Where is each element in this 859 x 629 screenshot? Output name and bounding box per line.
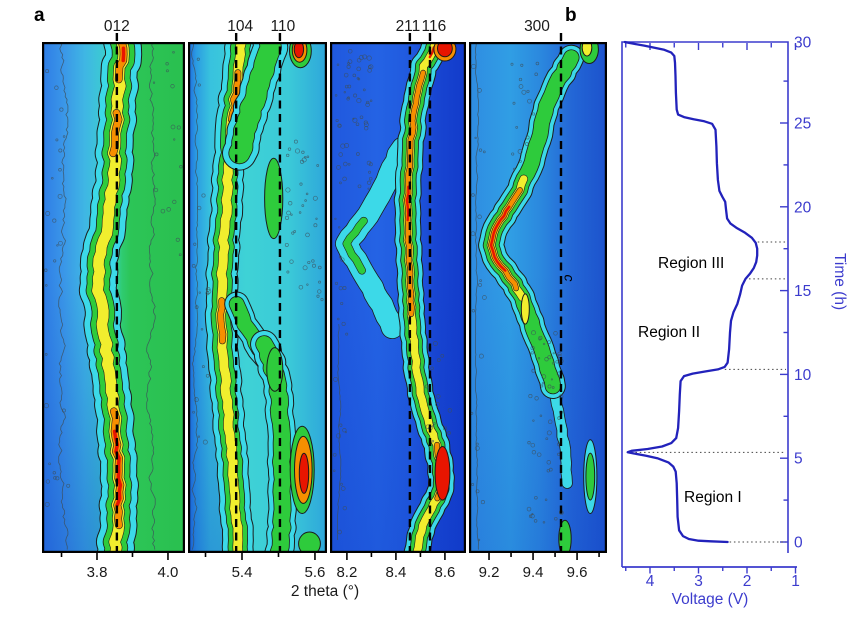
time-tick-label: 0 [794, 535, 803, 552]
time-tick-label: 25 [794, 116, 811, 133]
time-tick-label: 5 [794, 451, 803, 468]
two-theta-tick-label: 4.0 [158, 564, 179, 581]
time-tick-label: 10 [794, 367, 812, 384]
intensity-hotspot [264, 157, 284, 240]
intensity-hotspot [298, 452, 310, 494]
voltage-curve [623, 40, 759, 544]
noise-contour-line [191, 42, 198, 550]
peak-label-211: 211 [396, 18, 421, 35]
intensity-hotspot [437, 42, 453, 58]
peak-label-116: 116 [422, 18, 447, 35]
time-tick-label: 15 [794, 283, 811, 300]
two-theta-axis-label: 2 theta (°) [290, 583, 360, 600]
intensity-hotspot [293, 42, 305, 59]
time-axis-label: Time (h) [831, 253, 848, 311]
noise-contour-line [58, 42, 69, 550]
peak-label-104: 104 [227, 18, 253, 35]
region-iii-label: Region III [658, 255, 725, 272]
two-theta-tick-label: 9.6 [567, 564, 588, 581]
two-theta-tick-label: 9.4 [523, 564, 544, 581]
c-annotation: c [561, 274, 578, 282]
intensity-hotspot [520, 293, 530, 325]
panel-border [469, 41, 608, 553]
peak-label-110: 110 [270, 18, 295, 35]
chart-frame [621, 41, 789, 567]
voltage-tick-label: 2 [743, 573, 752, 590]
xrd-contour-map-012 [42, 42, 185, 553]
two-theta-tick-label: 8.4 [385, 564, 406, 581]
xrd-contour-map-104-110 [188, 42, 327, 553]
xrd-contour-map-211-116 [330, 42, 466, 553]
noise-contour-line [337, 324, 342, 541]
voltage-tick-label: 4 [646, 573, 655, 590]
two-theta-tick-label: 9.2 [479, 564, 500, 581]
peak-label-300: 300 [524, 18, 550, 35]
voltage-tick-label: 1 [791, 573, 800, 590]
xrd-contour-map-300 [469, 42, 607, 553]
two-theta-tick-label: 5.6 [305, 564, 326, 581]
panel-border [330, 41, 467, 553]
intensity-hotspot [434, 446, 451, 501]
intensity-hotspot [581, 42, 593, 57]
two-theta-tick-label: 8.2 [336, 564, 357, 581]
intensity-hotspot [585, 452, 596, 501]
time-tick-label: 20 [794, 199, 812, 216]
intensity-hotspot [298, 531, 321, 553]
panel-border [41, 41, 186, 553]
noise-contour-line [146, 42, 156, 550]
intensity-hotspot [558, 519, 572, 553]
region-ii-label: Region II [638, 324, 701, 341]
two-theta-tick-label: 3.8 [87, 564, 108, 581]
panel-a-label: a [34, 5, 45, 26]
peak-label-012: 012 [104, 18, 130, 35]
voltage-axis-label: Voltage (V) [671, 591, 749, 608]
noise-contour-line [474, 42, 479, 550]
panel-b-label: b [565, 5, 577, 26]
two-theta-tick-label: 8.6 [434, 564, 455, 581]
voltage-tick-label: 3 [694, 573, 703, 590]
time-tick-label: 30 [794, 35, 812, 52]
panel-border [188, 41, 328, 553]
two-theta-tick-label: 5.4 [232, 564, 253, 581]
region-i-label: Region I [684, 489, 742, 506]
